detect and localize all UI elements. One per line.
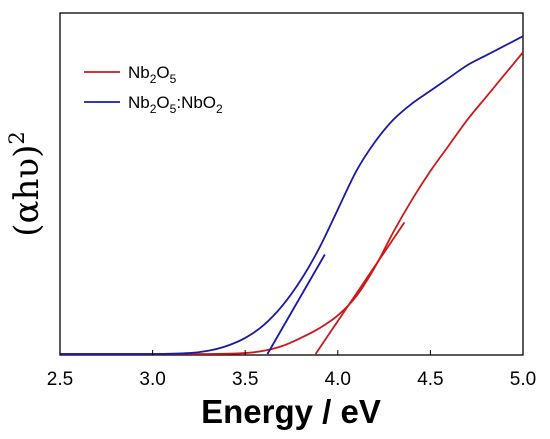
x-tick-label: 2.5 — [47, 369, 73, 390]
x-tick-label: 4.0 — [325, 369, 351, 390]
legend-label-nb2o5: Nb2O5 — [128, 63, 177, 86]
x-tick-labels: 2.5 3.0 3.5 4.0 4.5 5.0 — [47, 350, 536, 390]
series-line-0 — [59, 51, 524, 355]
legend-label-nb2o5-nbo2: Nb2O5:NbO2 — [128, 93, 223, 116]
tangent-group — [266, 221, 406, 355]
y-axis-label: (αhυ)2 — [5, 131, 47, 236]
x-tick-label: 3.5 — [232, 369, 258, 390]
x-tick-label: 3.0 — [139, 369, 165, 390]
x-tick-label: 4.5 — [417, 369, 443, 390]
series-group — [59, 35, 524, 355]
x-tick-label: 5.0 — [510, 369, 536, 390]
x-axis-label: Energy / eV — [201, 393, 381, 430]
tangent-line-0 — [314, 221, 406, 355]
series-line-1 — [59, 35, 524, 355]
legend: Nb2O5 Nb2O5:NbO2 — [84, 63, 223, 116]
tangent-line-1 — [266, 254, 326, 355]
plot-frame — [59, 12, 524, 356]
